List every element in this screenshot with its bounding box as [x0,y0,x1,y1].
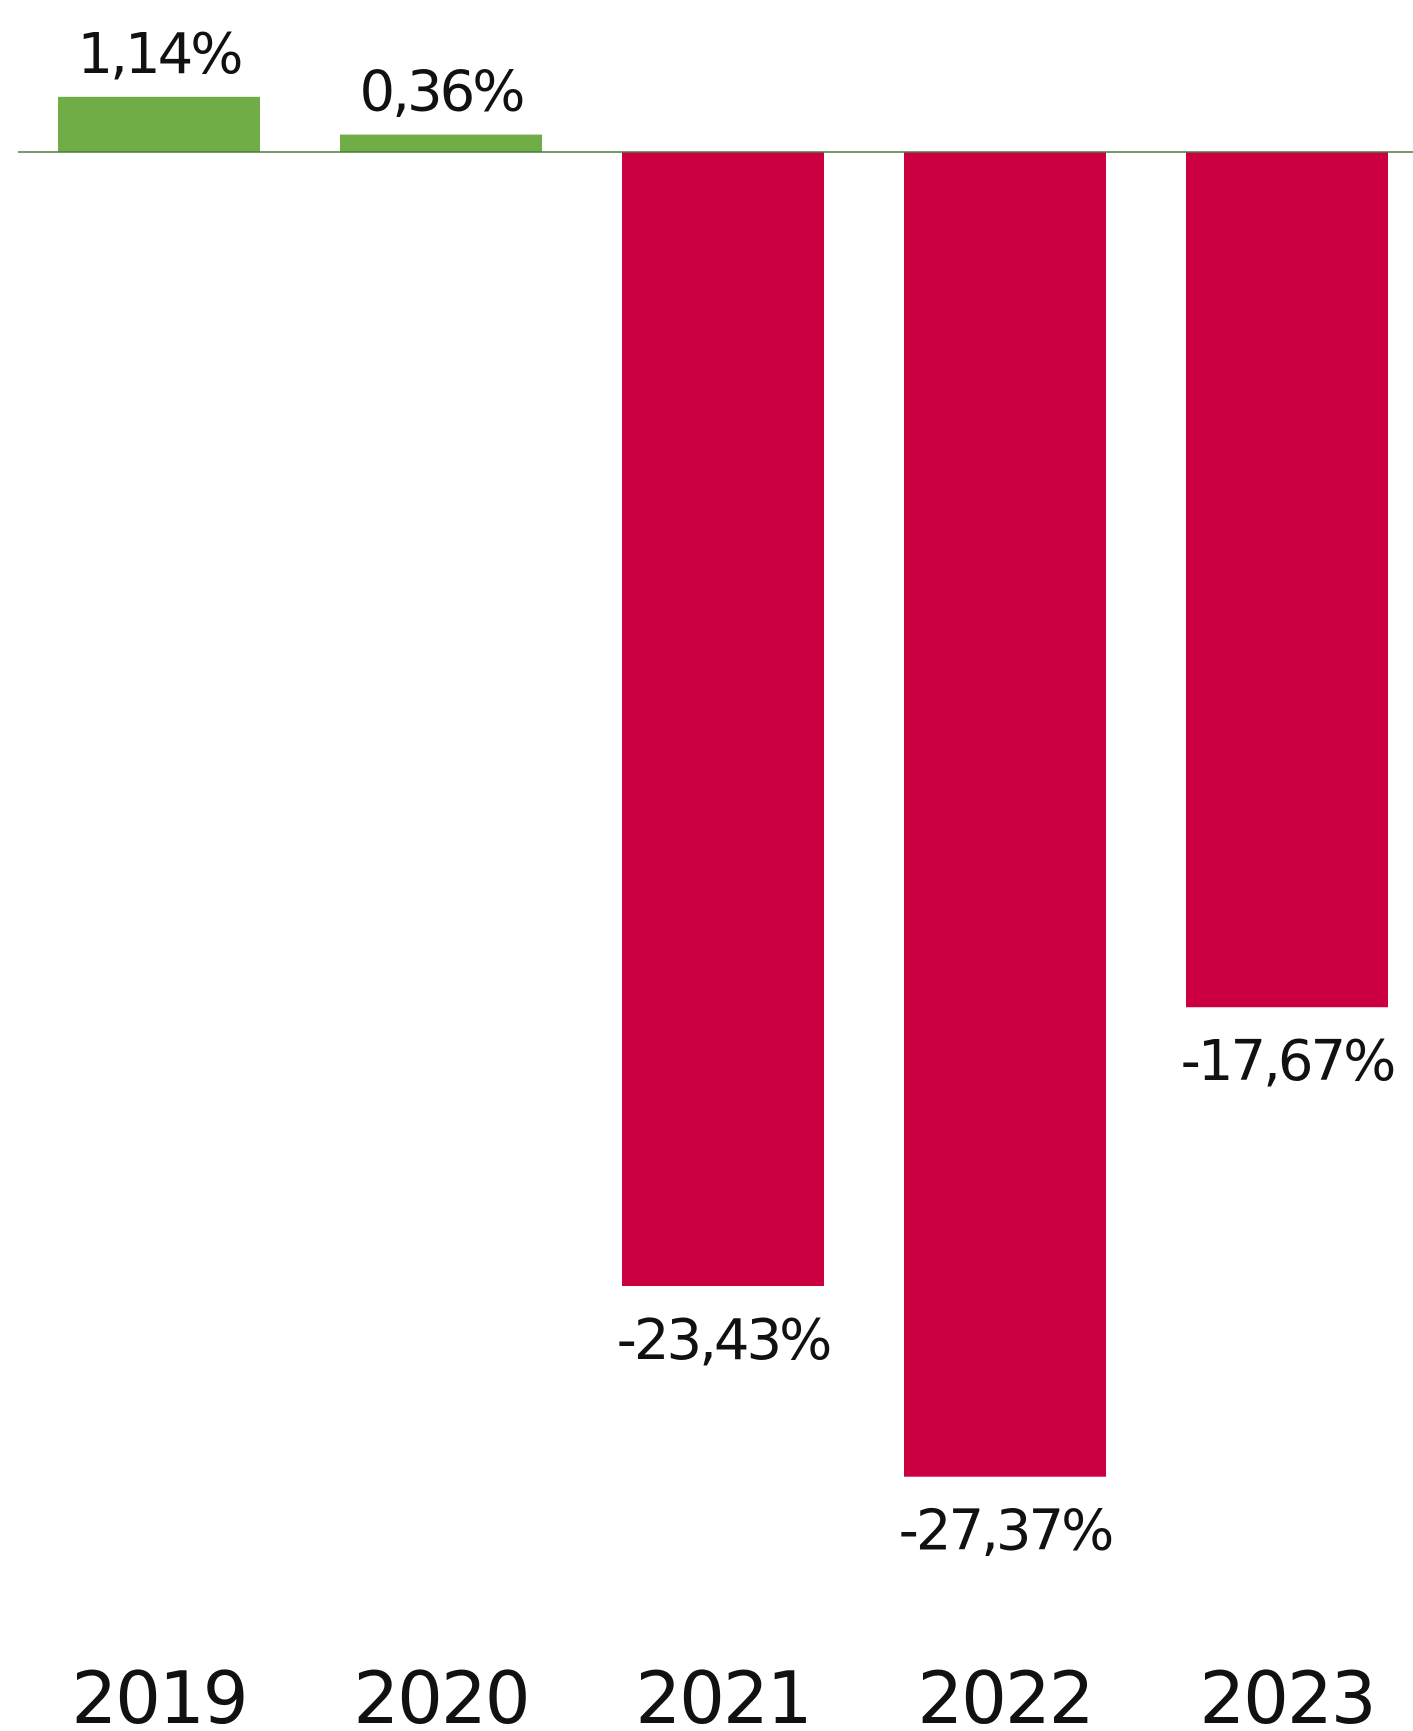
x-tick-label-2022: 2022 [917,1656,1092,1727]
value-label-2023: -17,67% [1181,1029,1395,1094]
value-label-2021: -23,43% [617,1308,831,1373]
bar-2020 [340,134,542,152]
value-label-2022: -27,37% [899,1499,1113,1564]
x-tick-label-2020: 2020 [353,1656,528,1727]
x-tick-label-2023: 2023 [1199,1656,1374,1727]
x-axis-tick-labels: 2019 2020 2021 2022 2023 [71,1656,1376,1731]
bar-2022 [904,152,1106,1477]
value-labels-layer: 1,14% 0,36% -23,43% -27,37% -17,67% [78,22,1398,1564]
x-tick-label-2019: 2019 [71,1656,246,1727]
value-label-2019: 1,14% [78,22,242,87]
bar-2023 [1186,152,1388,1008]
value-label-2020: 0,36% [360,60,524,125]
bars-layer [58,96,1388,1477]
bar-2019 [58,96,260,152]
x-tick-label-2021: 2021 [635,1656,810,1727]
bar-2021 [622,152,824,1287]
